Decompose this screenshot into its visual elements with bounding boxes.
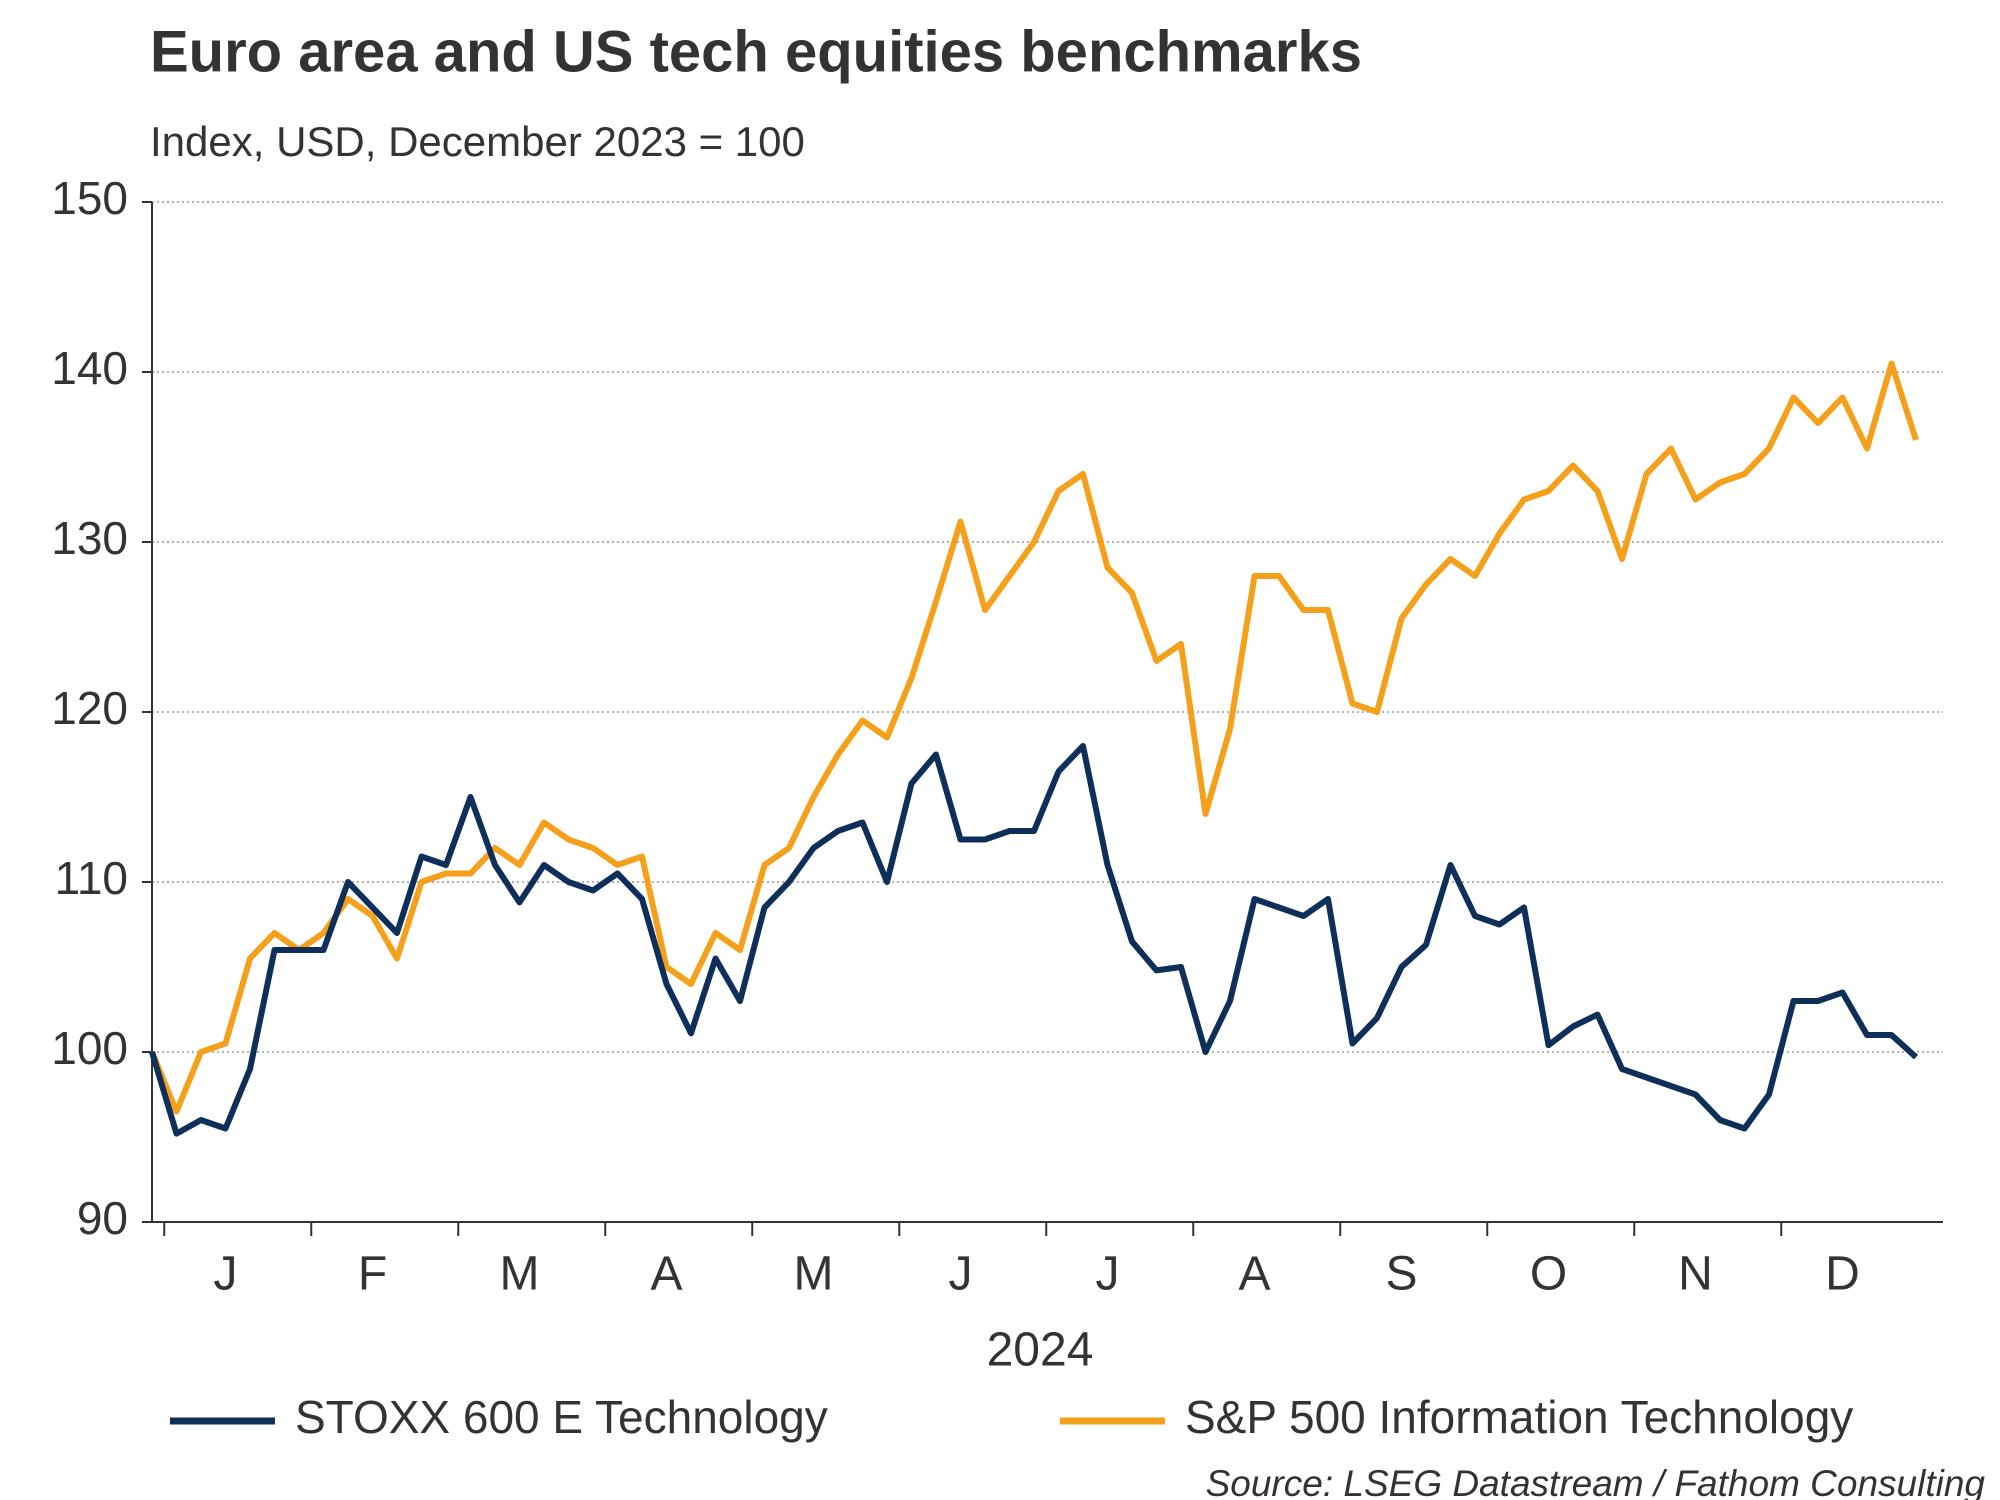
legend-label: STOXX 600 E Technology [295,1391,828,1443]
x-tick-label: J [949,1248,973,1301]
chart-subtitle: Index, USD, December 2023 = 100 [150,118,805,165]
y-tick-label: 90 [77,1192,128,1244]
x-tick-label: N [1678,1248,1713,1301]
x-tick-label: J [1096,1248,1120,1301]
x-tick-label: M [794,1248,834,1301]
series-line [149,360,1919,1115]
y-tick-label: 140 [51,342,128,394]
x-tick-label: M [500,1248,540,1301]
y-tick-label: 130 [51,512,128,564]
series-line [149,743,1919,1137]
x-tick-label: A [650,1248,682,1301]
x-tick-label: A [1238,1248,1270,1301]
x-tick-label: D [1825,1248,1860,1301]
x-tick-label: F [358,1248,387,1301]
legend-label: S&P 500 Information Technology [1185,1391,1853,1443]
chart-title: Euro area and US tech equities benchmark… [150,19,1362,84]
y-tick-label: 110 [55,852,128,904]
x-tick-label: S [1385,1248,1417,1301]
x-axis-label: 2024 [987,1324,1094,1377]
source: Source: LSEG Datastream / Fathom Consult… [1206,1463,1986,1500]
y-tick-label: 120 [51,682,128,734]
y-tick-label: 150 [51,172,128,224]
y-tick-label: 100 [51,1022,128,1074]
x-tick-label: J [214,1248,238,1301]
x-tick-label: O [1530,1248,1567,1301]
